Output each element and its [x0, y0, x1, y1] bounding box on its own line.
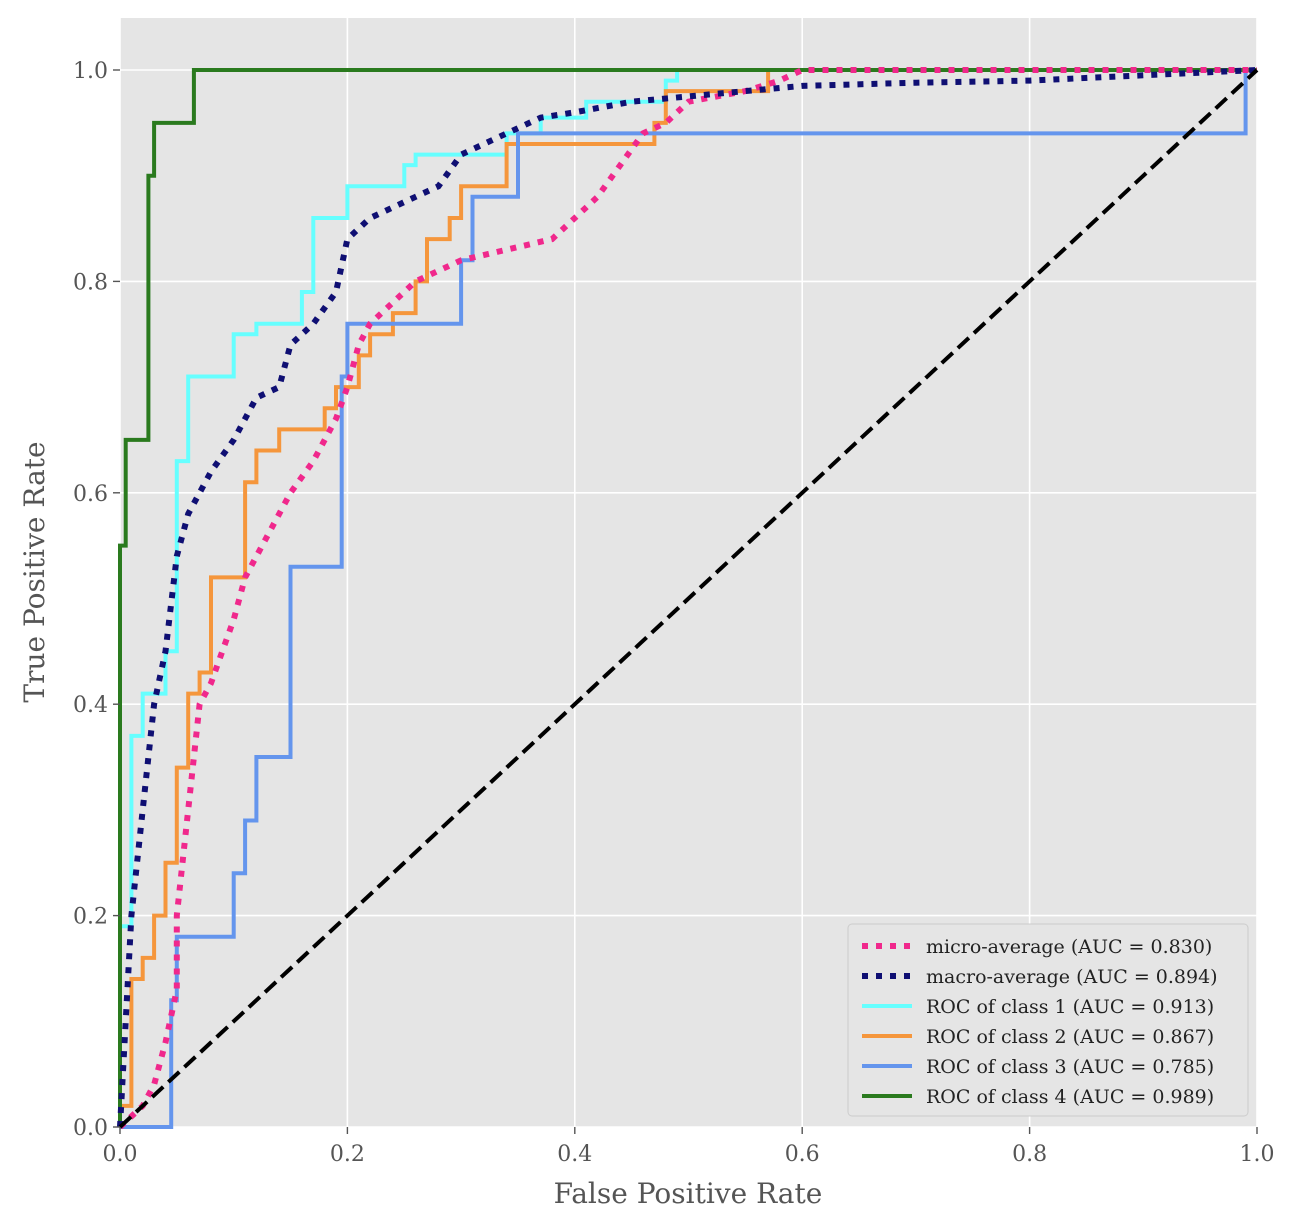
- series-line-5: [118, 68, 1257, 1127]
- legend-label-4: ROC of class 3 (AUC = 0.785): [926, 1056, 1214, 1078]
- y-ticks: 0.0 0.2 0.4 0.6 0.8 1.0: [73, 59, 120, 1141]
- x-tick-label: 0.6: [785, 1142, 820, 1167]
- x-tick-label: 0.2: [330, 1142, 365, 1167]
- legend: micro-average (AUC = 0.830) macro-average…: [847, 923, 1249, 1117]
- x-tick-label: 0.0: [103, 1142, 138, 1167]
- y-tick-label: 0.8: [73, 270, 108, 295]
- x-tick-label: 0.8: [1012, 1142, 1047, 1167]
- x-axis-label: False Positive Rate: [554, 1177, 823, 1210]
- series-line-6: [118, 68, 1259, 1129]
- series-line-4: [120, 68, 1257, 1129]
- grid-lines: [119, 18, 1258, 1128]
- series-layer: [117, 67, 1259, 1130]
- y-axis-label: True Positive Rate: [18, 441, 51, 702]
- legend-label-3: ROC of class 2 (AUC = 0.867): [926, 1026, 1214, 1048]
- legend-label-5: ROC of class 4 (AUC = 0.989): [926, 1086, 1214, 1108]
- x-tick-label: 1.0: [1240, 1142, 1275, 1167]
- y-tick-label: 0.2: [73, 905, 108, 930]
- legend-box: [847, 923, 1249, 1117]
- legend-label-2: ROC of class 1 (AUC = 0.913): [926, 996, 1214, 1018]
- x-ticks: 0.0 0.2 0.4 0.6 0.8 1.0: [103, 1127, 1275, 1167]
- series-line-3: [118, 68, 1257, 1127]
- y-tick-label: 0.4: [73, 693, 108, 718]
- y-tick-label: 0.0: [73, 1116, 108, 1141]
- legend-label-1: macro-average (AUC = 0.894): [926, 966, 1218, 988]
- legend-label-0: micro-average (AUC = 0.830): [926, 936, 1212, 958]
- y-tick-label: 0.6: [73, 482, 108, 507]
- x-tick-label: 0.4: [557, 1142, 592, 1167]
- y-tick-label: 1.0: [73, 59, 108, 84]
